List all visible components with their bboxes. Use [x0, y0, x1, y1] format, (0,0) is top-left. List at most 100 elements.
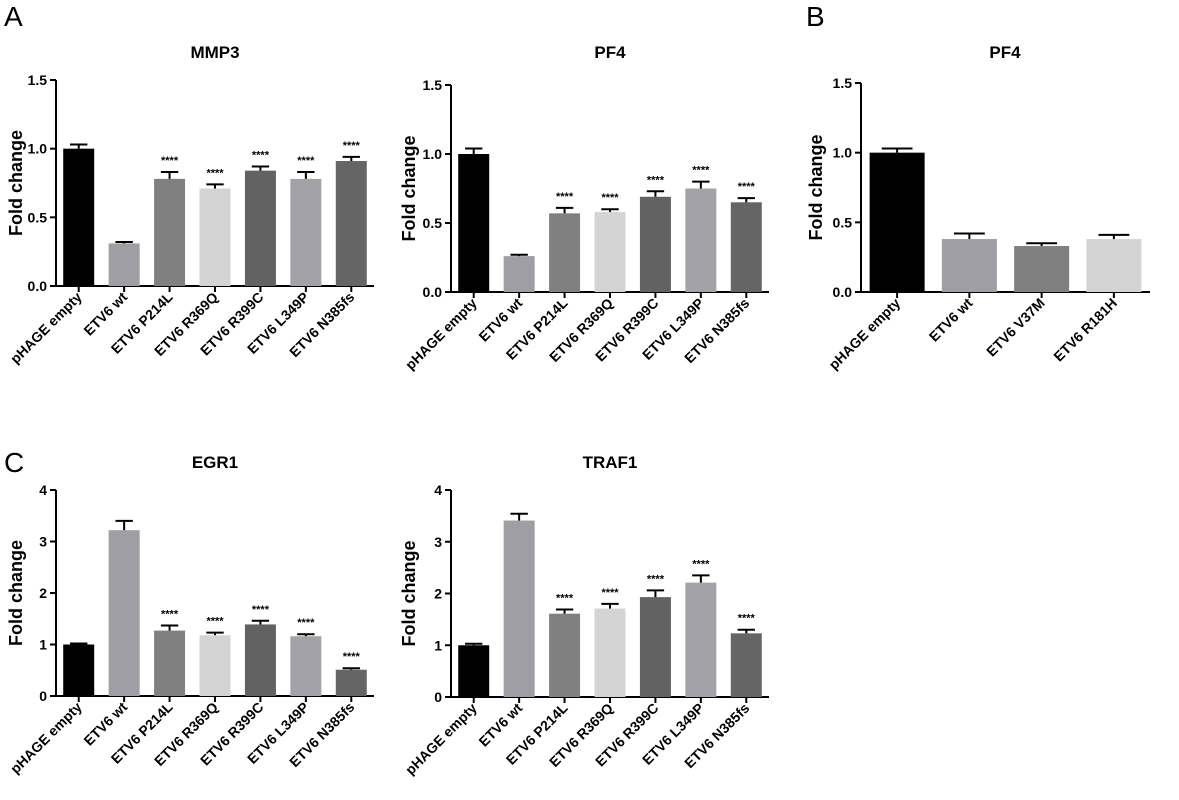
- chart-3-y-tick-label: 0.0: [833, 284, 853, 300]
- chart-1-significance-etv6-l349p: ****: [297, 155, 315, 167]
- chart-2-title: PF4: [594, 43, 626, 62]
- chart-2-significance-etv6-p214l: ****: [556, 191, 574, 203]
- chart-4-category-label-phage-empty: pHAGE empty: [7, 699, 85, 777]
- chart-2-bar-etv6-n385fs: [730, 202, 762, 292]
- chart-3-y-tick-label: 1.5: [833, 75, 853, 91]
- chart-2-y-tick-label: 0.5: [423, 215, 443, 231]
- chart-3-bar-etv6-v37m: [1014, 246, 1070, 292]
- chart-3-y-tick-label: 0.5: [833, 214, 853, 230]
- chart-5-bar-phage-empty: [458, 645, 490, 697]
- chart-5-bar-etv6-r369q: [594, 608, 626, 697]
- chart-4-significance-etv6-r399c: ****: [252, 604, 270, 616]
- chart-4-y-tick-label: 0: [39, 688, 47, 704]
- chart-3-bar-etv6-r181h: [1086, 239, 1142, 292]
- chart-5-title: TRAF1: [583, 453, 638, 472]
- chart-1-bar-etv6-r369q: [199, 188, 231, 286]
- chart-5-y-tick-label: 1: [434, 637, 442, 653]
- chart-5-bar-etv6-n385fs: [730, 633, 762, 697]
- chart-4-y-tick-label: 2: [39, 585, 47, 601]
- chart-3-category-label-phage-empty: pHAGE empty: [825, 295, 903, 373]
- chart-1-y-axis-label: Fold change: [6, 130, 26, 236]
- chart-5-y-tick-label: 0: [434, 689, 442, 705]
- chart-4-significance-etv6-p214l: ****: [161, 608, 179, 620]
- chart-5-y-tick-label: 2: [434, 586, 442, 602]
- chart-2-significance-etv6-l349p: ****: [692, 165, 710, 177]
- chart-2-bar-etv6-r399c: [639, 196, 671, 292]
- chart-3-category-label-etv6-wt: ETV6 wt: [926, 295, 976, 345]
- chart-1-significance-etv6-p214l: ****: [161, 155, 179, 167]
- chart-1-significance-etv6-n385fs: ****: [343, 140, 361, 152]
- chart-5-y-tick-label: 3: [434, 534, 442, 550]
- chart-2-bar-etv6-l349p: [685, 188, 717, 292]
- chart-4-bar-etv6-p214l: [154, 630, 186, 696]
- chart-4-bar-etv6-n385fs: [335, 669, 367, 696]
- chart-3-bar-etv6-wt: [941, 239, 997, 292]
- chart-1-bar-etv6-p214l: [154, 178, 186, 286]
- chart-1-bar-etv6-n385fs: [335, 161, 367, 286]
- chart-2-significance-etv6-r369q: ****: [601, 192, 619, 204]
- panel-letter-c: C: [4, 447, 24, 478]
- panel-letter-a: A: [4, 1, 23, 32]
- chart-3-category-label-etv6-v37m: ETV6 V37M: [983, 295, 1048, 360]
- chart-5-significance-etv6-p214l: ****: [556, 593, 574, 605]
- chart-4-y-tick-label: 1: [39, 637, 47, 653]
- chart-5-significance-etv6-l349p: ****: [692, 558, 710, 570]
- chart-1-y-tick-label: 0.5: [28, 209, 48, 225]
- chart-3-title: PF4: [989, 43, 1021, 62]
- chart-1-significance-etv6-r369q: ****: [206, 167, 224, 179]
- chart-2-category-label-phage-empty: pHAGE empty: [402, 295, 480, 373]
- chart-4-significance-etv6-n385fs: ****: [343, 651, 361, 663]
- chart-5-significance-etv6-n385fs: ****: [738, 613, 756, 625]
- chart-3: PF4 Fold change 0.0 0.5 1.0 1.5 pHAGE empty ETV…: [806, 43, 1150, 373]
- chart-4-y-tick-label: 4: [39, 482, 47, 498]
- chart-3-category-label-etv6-r181h: ETV6 R181H: [1050, 295, 1120, 365]
- chart-5-bar-etv6-wt: [503, 520, 535, 697]
- chart-1-y-tick-label: 1.5: [28, 72, 48, 88]
- chart-2-y-tick-label: 1.0: [423, 146, 443, 162]
- chart-4-y-tick-label: 3: [39, 534, 47, 550]
- chart-2-y-axis-label: Fold change: [399, 135, 419, 241]
- chart-5-significance-etv6-r369q: ****: [601, 587, 619, 599]
- chart-1-y-tick-label: 1.0: [28, 141, 48, 157]
- chart-2-bar-etv6-wt: [503, 256, 535, 292]
- chart-5-y-axis-label: Fold change: [399, 540, 419, 646]
- chart-2-bar-etv6-p214l: [549, 213, 581, 292]
- chart-4-title: EGR1: [192, 453, 238, 472]
- chart-3-y-tick-label: 1.0: [833, 145, 853, 161]
- chart-4-bar-etv6-r399c: [244, 624, 276, 696]
- chart-4-y-axis-label: Fold change: [6, 540, 26, 646]
- chart-1-bar-etv6-l349p: [290, 178, 322, 286]
- chart-5-bar-etv6-l349p: [685, 582, 717, 697]
- chart-4-significance-etv6-l349p: ****: [297, 617, 315, 629]
- chart-4-bar-etv6-r369q: [199, 635, 231, 696]
- chart-3-y-axis-label: Fold change: [806, 134, 826, 240]
- chart-2-bar-phage-empty: [458, 154, 490, 292]
- chart-5-category-label-phage-empty: pHAGE empty: [402, 700, 480, 778]
- chart-1-category-label-phage-empty: pHAGE empty: [7, 289, 85, 367]
- chart-2-y-tick-label: 1.5: [423, 77, 443, 93]
- chart-4-bar-phage-empty: [63, 644, 95, 696]
- chart-1-title: MMP3: [190, 43, 239, 62]
- chart-2-bar-etv6-r369q: [594, 211, 626, 292]
- chart-5-bar-etv6-r399c: [639, 597, 671, 697]
- chart-2-significance-etv6-n385fs: ****: [738, 181, 756, 193]
- chart-1-y-tick-label: 0.0: [28, 278, 48, 294]
- chart-2-y-tick-label: 0.0: [423, 284, 443, 300]
- chart-4-bar-etv6-wt: [108, 530, 140, 696]
- chart-1-bar-phage-empty: [63, 148, 95, 286]
- chart-3-bar-phage-empty: [869, 152, 925, 292]
- chart-4-significance-etv6-r369q: ****: [206, 616, 224, 628]
- chart-1-significance-etv6-r399c: ****: [252, 150, 270, 162]
- chart-2-significance-etv6-r399c: ****: [647, 174, 665, 186]
- chart-1-bar-etv6-r399c: [244, 170, 276, 286]
- chart-5-significance-etv6-r399c: ****: [647, 573, 665, 585]
- panel-letter-b: B: [806, 1, 825, 32]
- chart-1-bar-etv6-wt: [108, 243, 140, 286]
- chart-5-bar-etv6-p214l: [549, 613, 581, 697]
- chart-5-y-tick-label: 4: [434, 482, 442, 498]
